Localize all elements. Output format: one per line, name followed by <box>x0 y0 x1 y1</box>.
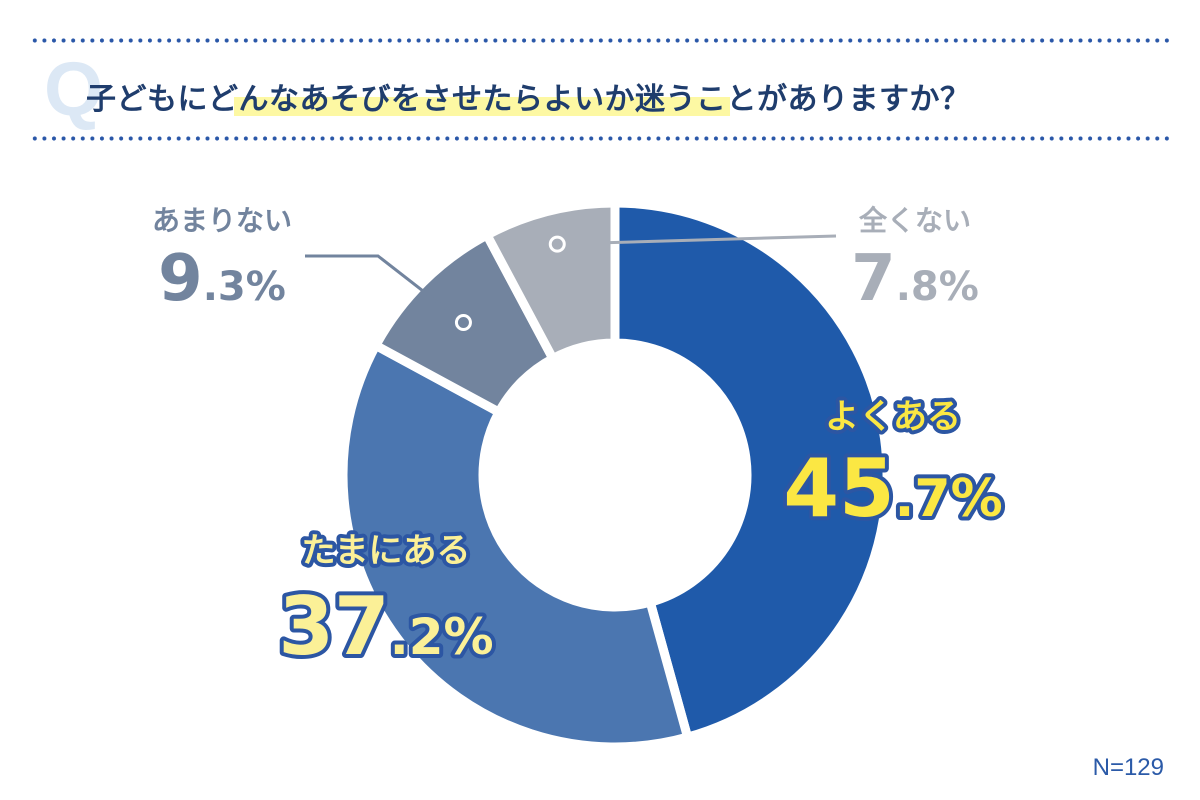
bottom-dotted-rule <box>30 136 1170 141</box>
yokuaru-label: よくある 45.7% <box>779 393 1006 539</box>
tamaniaru-category-label: たまにある <box>302 531 471 571</box>
donut-slice-2 <box>338 339 694 752</box>
sample-size: N=129 <box>1092 754 1164 781</box>
amarinai-category-label: あまりない <box>152 204 292 237</box>
question-text: 子どもにどんなあそびをさせたらよいか迷うことがありますか？ <box>86 82 971 117</box>
amarinai-value-label: 9.3% <box>158 242 286 316</box>
top-dotted-rule <box>30 38 1170 43</box>
question-highlight <box>234 97 730 116</box>
tamaniaru-label: たまにある 37.2% <box>274 527 497 677</box>
amarinai-label: あまりない 9.3% <box>152 204 292 316</box>
question-mark-q: Q <box>44 47 104 132</box>
mattakunai-value-label: 7.8% <box>851 242 979 316</box>
amarinai-leader-line <box>305 254 465 324</box>
donut-slice-1 <box>610 198 892 743</box>
yokuaru-value-label: 45.7% <box>783 442 1002 535</box>
mattakunai-leader-line <box>557 234 837 246</box>
mattakunai-category-label: 全くない <box>858 204 971 237</box>
mattakunai-label: 全くない 7.8% <box>851 204 979 316</box>
yokuaru-category-label: よくある <box>825 397 961 437</box>
tamaniaru-value-label: 37.2% <box>278 580 493 673</box>
mattakunai-leader-dot <box>548 235 566 253</box>
amarinai-leader-dot <box>454 313 472 331</box>
